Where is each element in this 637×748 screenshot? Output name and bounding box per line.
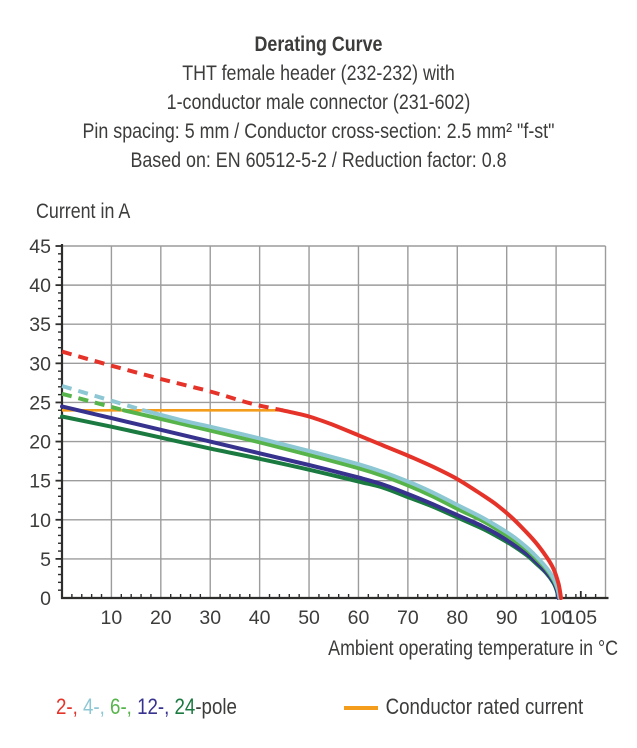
rated-current-legend: Conductor rated current <box>344 694 583 720</box>
rated-current-label: Conductor rated current <box>385 694 584 719</box>
pole-legend-item: 6-, <box>110 694 138 719</box>
curve-4-pole-dashed <box>61 384 145 413</box>
x-tick-label: 30 <box>199 607 221 629</box>
y-tick-label: 30 <box>29 353 51 375</box>
x-tick-label: 100 <box>540 607 573 629</box>
curve-24-pole <box>60 414 561 600</box>
y-tick-label: 15 <box>29 471 51 493</box>
x-tick-label: 20 <box>150 607 172 629</box>
pole-legend-item: 12-, <box>137 694 175 719</box>
x-tick-label: 80 <box>446 607 468 629</box>
x-tick-label: 50 <box>298 607 320 629</box>
rated-current-line-swatch <box>344 706 378 710</box>
y-tick-label: 40 <box>29 275 51 297</box>
x-tick-label: 90 <box>496 607 518 629</box>
chart-subtitle-line-3: Pin spacing: 5 mm / Conductor cross-sect… <box>82 120 555 143</box>
curve-6-pole-dashed <box>61 391 125 413</box>
plot-area: 0 5 10 15 20 25 30 35 40 45 10 20 30 40 50 60 70 80 90 1001… <box>29 236 609 629</box>
pole-legend-item: -pole <box>195 694 237 719</box>
pole-legend-item: 2-, <box>56 694 84 719</box>
pole-legend-item: 4-, <box>83 694 111 719</box>
chart-subtitle-line-2: 1-conductor male connector (231-602) <box>166 91 471 114</box>
figure-header: Derating Curve THT female header (232-23… <box>48 30 589 175</box>
poles-legend: 2-, 4-, 6-, 12-, 24-pole <box>56 694 237 720</box>
curve-4-pole-solid <box>141 408 562 600</box>
y-axis-title: Current in A <box>36 200 131 223</box>
y-tick-label: 10 <box>29 510 51 532</box>
x-axis-title: Ambient operating temperature in °C <box>328 637 618 660</box>
x-tick-label: 40 <box>249 607 271 629</box>
pole-legend-item: 24 <box>174 694 196 719</box>
grid <box>62 245 607 598</box>
x-tick-label: 70 <box>397 607 419 629</box>
y-tick-label: 25 <box>29 392 51 414</box>
chart-subtitle-line-4: Based on: EN 60512-5-2 / Reduction facto… <box>130 149 507 172</box>
curve-12-pole-solid <box>60 404 561 600</box>
curve-2-pole-dashed <box>61 349 283 413</box>
curve-4-pole <box>61 384 562 600</box>
y-tick-label: 20 <box>29 432 51 454</box>
y-tick-label: 5 <box>40 549 51 571</box>
legend-row: 2-, 4-, 6-, 12-, 24-pole Conductor rated… <box>0 694 637 728</box>
y-tick-label: 35 <box>29 314 51 336</box>
y-tick-label: 45 <box>29 236 51 258</box>
tick-labels: 0 5 10 15 20 25 30 35 40 45 10 20 30 40 50 60 70 80 90 1001… <box>29 236 597 629</box>
y-tick-label: 0 <box>40 588 51 610</box>
chart-subtitle-line-1: THT female header (232-232) with <box>182 62 455 85</box>
x-tick-label: 105 <box>565 607 598 629</box>
axes <box>60 244 609 600</box>
x-tick-label: 10 <box>101 607 123 629</box>
curve-12-pole <box>60 404 561 600</box>
curve-2-pole <box>61 349 563 600</box>
curve-24-pole-solid <box>60 414 561 600</box>
x-tick-label: 60 <box>348 607 370 629</box>
chart-title: Derating Curve <box>254 33 383 56</box>
curve-2-pole-solid <box>280 408 563 600</box>
